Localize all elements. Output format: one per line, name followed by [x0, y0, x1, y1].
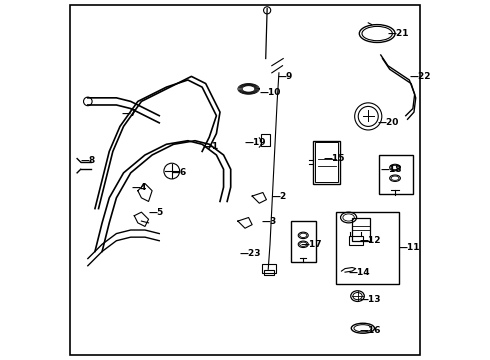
Bar — [313, 141, 340, 184]
Text: —17: —17 — [300, 240, 322, 249]
Text: —22: —22 — [409, 72, 431, 81]
Text: —6: —6 — [172, 168, 187, 177]
Text: —10: —10 — [259, 88, 281, 97]
Bar — [379, 155, 413, 194]
Bar — [348, 236, 363, 245]
Text: —13: —13 — [359, 295, 381, 304]
Text: —16: —16 — [359, 325, 381, 334]
Bar — [336, 212, 398, 284]
Text: —1: —1 — [204, 141, 219, 150]
Text: —4: —4 — [131, 183, 147, 192]
Text: —11: —11 — [398, 243, 420, 252]
Bar — [262, 264, 276, 273]
Text: —7: —7 — [122, 109, 137, 118]
Text: —21: —21 — [388, 29, 409, 38]
Text: —5: —5 — [148, 208, 164, 217]
Text: —14: —14 — [348, 268, 370, 277]
Text: —8: —8 — [81, 156, 96, 165]
Bar — [352, 217, 370, 241]
Text: —18: —18 — [381, 165, 402, 174]
Text: —12: —12 — [359, 236, 381, 245]
Bar — [264, 270, 274, 275]
Text: —3: —3 — [261, 217, 276, 226]
Text: —20: —20 — [377, 118, 398, 127]
Bar — [292, 221, 316, 262]
Text: —19: —19 — [245, 138, 267, 147]
Text: —2: —2 — [272, 192, 287, 201]
Bar — [315, 143, 338, 182]
Text: —15: —15 — [323, 154, 345, 163]
Text: —9: —9 — [277, 72, 293, 81]
Text: —23: —23 — [240, 249, 261, 258]
Bar — [261, 134, 270, 146]
